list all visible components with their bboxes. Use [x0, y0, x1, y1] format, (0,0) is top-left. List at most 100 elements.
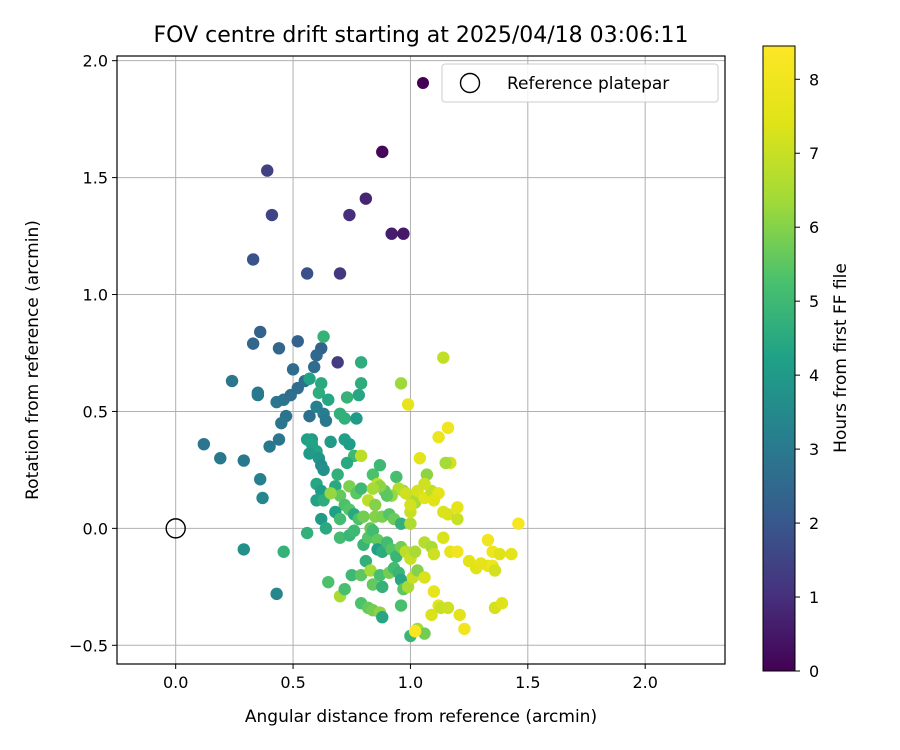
data-point: [359, 192, 373, 205]
x-tick-label: 0.0: [163, 673, 188, 692]
data-point: [322, 393, 335, 406]
data-point: [376, 545, 389, 558]
data-point: [322, 575, 335, 589]
data-point: [277, 545, 290, 558]
legend-box: [441, 63, 719, 103]
data-point: [366, 524, 380, 537]
data-point: [366, 578, 380, 591]
data-point: [263, 440, 276, 453]
data-point: [427, 494, 441, 507]
data-point: [481, 533, 495, 547]
data-point: [333, 489, 347, 502]
x-tick-label: 1.0: [398, 673, 423, 692]
data-point: [359, 554, 373, 568]
colorbar-tick-label: 7: [809, 144, 819, 163]
data-point: [432, 430, 445, 444]
data-point: [300, 526, 314, 540]
data-point: [505, 547, 518, 561]
data-point: [272, 433, 286, 446]
data-point: [333, 267, 347, 280]
legend-marker-filled: [417, 77, 429, 89]
data-point: [404, 498, 417, 512]
data-point: [317, 463, 330, 477]
colorbar-tick-label: 4: [809, 366, 819, 385]
data-point: [451, 545, 464, 558]
data-point: [246, 253, 260, 266]
data-point: [303, 409, 316, 423]
data-point: [437, 531, 450, 544]
data-point: [300, 267, 314, 280]
x-tick-label: 0.5: [280, 673, 305, 692]
legend: Reference platepar: [417, 63, 719, 103]
x-tick-label: 2.0: [632, 673, 657, 692]
data-point: [371, 533, 384, 547]
y-axis-ticks: −0.5 0.0 0.5 1.0 1.5 2.0: [69, 52, 117, 655]
data-point: [401, 580, 415, 594]
data-point: [441, 508, 455, 521]
data-point: [380, 489, 394, 502]
data-point: [401, 398, 415, 411]
data-point: [340, 391, 354, 404]
data-point: [408, 625, 422, 638]
data-point: [376, 611, 389, 624]
data-point: [291, 335, 304, 348]
data-point: [237, 543, 250, 556]
data-point: [354, 356, 368, 369]
colorbar-label: Hours from first FF file: [831, 263, 851, 453]
data-point: [441, 421, 455, 435]
data-point: [286, 363, 300, 376]
y-tick-label: 2.0: [83, 52, 108, 71]
colorbar-tick-label: 8: [809, 70, 819, 89]
data-point: [390, 470, 403, 484]
data-point: [347, 524, 361, 537]
data-point: [394, 599, 408, 612]
data-point: [495, 597, 509, 610]
scatter-points: [197, 145, 525, 643]
data-point: [307, 360, 321, 374]
data-point: [399, 487, 412, 500]
data-point: [331, 356, 344, 369]
data-point: [376, 145, 389, 159]
colorbar-tick-label: 5: [809, 292, 819, 311]
data-point: [352, 388, 365, 402]
data-point: [418, 571, 431, 584]
data-point: [324, 435, 337, 449]
colorbar: [762, 45, 796, 672]
data-point: [366, 468, 380, 481]
data-point: [343, 208, 356, 222]
y-tick-label: 1.5: [83, 169, 108, 188]
data-point: [256, 491, 269, 505]
data-point: [272, 342, 286, 355]
data-point: [197, 437, 211, 451]
y-tick-label: 0.0: [83, 519, 108, 538]
x-tick-label: 1.5: [515, 673, 540, 692]
data-point: [246, 337, 260, 350]
data-point: [376, 580, 389, 594]
data-point: [439, 456, 452, 470]
y-tick-label: 0.5: [83, 402, 108, 421]
data-point: [333, 531, 347, 544]
colorbar-tick-label: 1: [809, 588, 819, 607]
data-point: [451, 501, 464, 514]
data-point: [343, 437, 356, 451]
data-point: [312, 386, 326, 399]
data-point: [369, 498, 382, 512]
data-point: [354, 482, 368, 495]
data-point: [357, 510, 370, 523]
chart-title: FOV centre drift starting at 2025/04/18 …: [154, 23, 689, 48]
data-point: [394, 517, 408, 530]
data-point: [333, 512, 347, 526]
data-point: [404, 517, 417, 530]
y-tick-label: 1.0: [83, 286, 108, 305]
data-point: [315, 484, 328, 498]
legend-marker-open: [459, 72, 481, 94]
data-point: [425, 608, 438, 622]
data-point: [512, 517, 525, 530]
data-point: [418, 477, 431, 491]
data-point: [354, 449, 368, 463]
data-point: [373, 459, 387, 472]
x-axis-ticks: 0.0 0.5 1.0 1.5 2.0: [163, 664, 658, 692]
data-point: [270, 587, 283, 601]
plot-frame: [116, 55, 726, 665]
data-point: [354, 377, 368, 390]
